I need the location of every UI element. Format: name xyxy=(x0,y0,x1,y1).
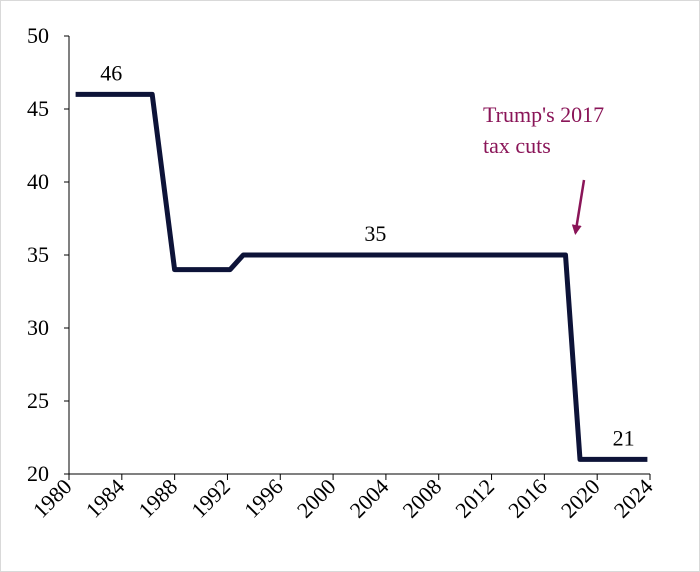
x-tick-label: 1996 xyxy=(239,474,288,523)
annotation-text: tax cuts xyxy=(483,133,551,158)
data-label: 35 xyxy=(364,221,386,246)
x-tick-label: 2000 xyxy=(292,474,341,523)
data-label: 46 xyxy=(100,60,122,85)
y-tick-label: 45 xyxy=(27,96,49,121)
annotation-text: Trump's 2017 xyxy=(483,102,604,127)
data-label: 21 xyxy=(613,425,635,450)
annotation-arrow xyxy=(571,179,586,235)
y-tick-label: 50 xyxy=(27,23,49,48)
x-tick-label: 2020 xyxy=(556,474,605,523)
y-tick-label: 25 xyxy=(27,388,49,413)
x-tick-label: 2008 xyxy=(397,474,446,523)
x-tick-label: 2024 xyxy=(609,474,658,523)
x-tick-label: 1984 xyxy=(81,474,130,523)
x-tick-label: 2016 xyxy=(503,474,552,523)
y-tick-label: 20 xyxy=(27,461,49,486)
tax-rate-series-line xyxy=(75,91,648,462)
x-tick-label: 1992 xyxy=(186,474,235,523)
y-tick-label: 35 xyxy=(27,242,49,267)
x-tick-label: 2012 xyxy=(450,474,499,523)
x-tick-label: 1988 xyxy=(133,474,182,523)
y-tick-label: 30 xyxy=(27,315,49,340)
x-tick-label: 2004 xyxy=(345,474,394,523)
y-tick-label: 40 xyxy=(27,169,49,194)
